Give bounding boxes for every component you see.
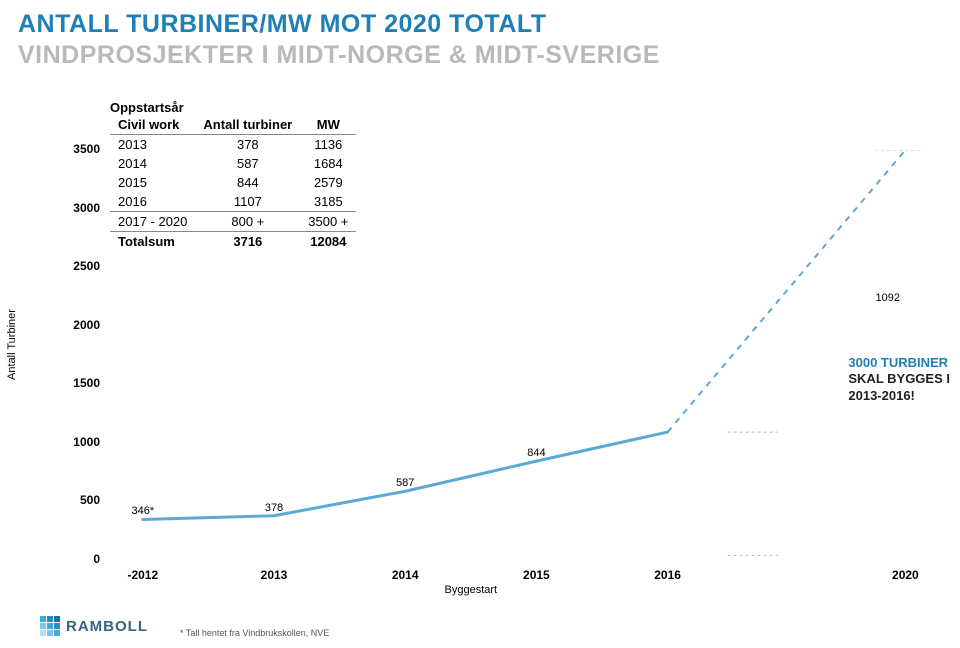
chart-area: 346*378587844 05001000150020002500300035… — [60, 150, 940, 580]
y-tick: 3000 — [60, 201, 100, 215]
callout-line3: 2013-2016! — [848, 388, 950, 404]
footnote: * Tall hentet fra Vindbrukskollen, NVE — [180, 628, 329, 638]
y-axis-label: Antall Turbiner — [6, 309, 18, 380]
x-tick: -2012 — [127, 568, 158, 582]
x-tick: 2016 — [654, 568, 681, 582]
table-supheader: Oppstartsår — [110, 100, 356, 115]
col-civil: Civil work — [110, 115, 195, 135]
y-tick: 2500 — [60, 259, 100, 273]
chart-svg — [110, 150, 930, 560]
logo-squares — [40, 616, 60, 636]
point-label: 378 — [265, 502, 283, 514]
title-line1: ANTALL TURBINER/MW MOT 2020 TOTALT — [0, 0, 960, 39]
x-axis-label: Byggestart — [445, 584, 498, 596]
y-tick: 2000 — [60, 318, 100, 332]
logo-text: RAMBOLL — [66, 618, 148, 635]
point-label: 844 — [527, 447, 545, 459]
callout-text: 3000 TURBINER SKAL BYGGES I 2013-2016! — [848, 355, 950, 404]
y-tick: 0 — [60, 552, 100, 566]
x-tick: 2013 — [261, 568, 288, 582]
x-tick: 2014 — [392, 568, 419, 582]
y-tick: 1000 — [60, 435, 100, 449]
col-turbiner: Antall turbiner — [195, 115, 300, 135]
plot-region: 346* 378 587 844 — [110, 150, 930, 560]
y-tick: 1500 — [60, 376, 100, 390]
callout-line2: SKAL BYGGES I — [848, 371, 950, 387]
x-tick: 2020 — [892, 568, 919, 582]
point-label: 587 — [396, 477, 414, 489]
callout-line1: 3000 TURBINER — [848, 355, 950, 371]
callout-1092: 1092 — [876, 292, 900, 304]
title-line2: VINDPROSJEKTER I MIDT-NORGE & MIDT-SVERI… — [0, 39, 960, 70]
ramboll-logo: RAMBOLL — [40, 616, 148, 636]
point-label: 346* — [131, 505, 154, 517]
y-tick: 3500 — [60, 142, 100, 156]
col-mw: MW — [300, 115, 356, 135]
x-tick: 2015 — [523, 568, 550, 582]
y-tick: 500 — [60, 493, 100, 507]
